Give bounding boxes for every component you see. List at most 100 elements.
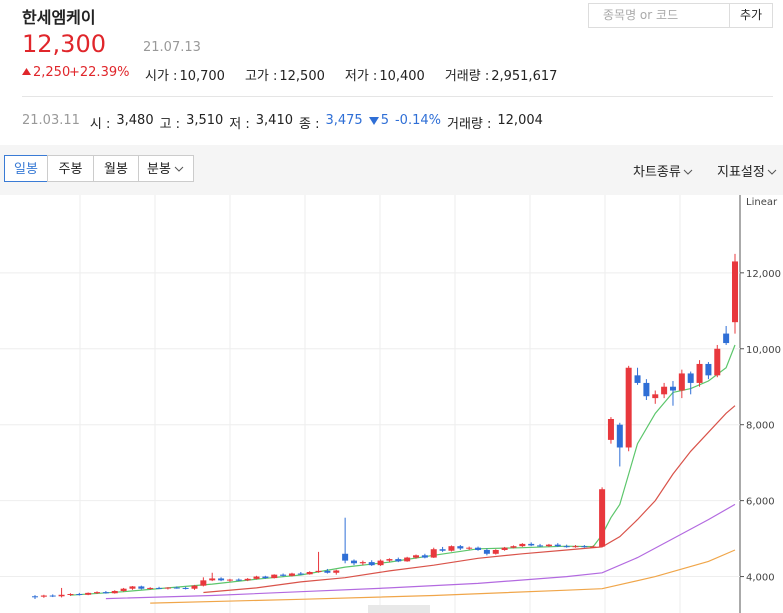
- label: 고 :: [159, 117, 181, 132]
- candle-body: [94, 592, 101, 594]
- value: 3,510: [186, 113, 224, 128]
- candle-body: [643, 382, 650, 397]
- change: 2,250: [33, 65, 71, 80]
- candle-body: [218, 578, 225, 581]
- candle-body: [342, 553, 349, 561]
- chevron: [683, 169, 693, 175]
- ma-line: [150, 549, 736, 604]
- candle-body: [350, 560, 357, 564]
- candle-body: [669, 386, 676, 391]
- tab[interactable]: 분봉: [138, 155, 194, 182]
- chevron: [767, 169, 777, 175]
- candle-body: [457, 546, 464, 549]
- candle-body: [404, 557, 411, 562]
- label: 시 :: [89, 117, 111, 132]
- candle-body: [262, 576, 269, 579]
- candle-body: [120, 588, 127, 591]
- candle-body: [607, 418, 614, 440]
- candle-body: [528, 543, 535, 546]
- detail-change: 5: [380, 113, 389, 128]
- chart: Linear 4,000 6,000 8,000 10,000 12,000: [0, 195, 781, 613]
- candle-body: [182, 587, 189, 589]
- chevron: [174, 166, 184, 172]
- candle-body: [545, 544, 552, 547]
- menu[interactable]: 차트종류: [633, 161, 693, 180]
- up-icon: [22, 68, 31, 75]
- candle-body: [156, 587, 163, 589]
- candle-body: [209, 578, 216, 581]
- quote-label: 거래량 :: [444, 69, 490, 84]
- candle-body: [173, 587, 180, 589]
- candle-body: [191, 585, 198, 589]
- candle-body: [76, 594, 83, 596]
- quotes: 시가 :10,700 고가 :12,500 저가 :10,400 거래량 :2,951…: [145, 65, 557, 84]
- candle-body: [652, 394, 659, 399]
- detail-row: 21.03.11 시 : 3,480 고 : 3,510 저 : 3,410 종 : 3…: [22, 113, 543, 132]
- candle-body: [590, 546, 597, 548]
- candle-body: [519, 543, 526, 547]
- candle-body: [439, 549, 446, 551]
- tab[interactable]: 월봉: [93, 155, 139, 182]
- value: 3,480: [116, 113, 154, 128]
- candle-body: [732, 261, 738, 323]
- tab[interactable]: 주봉: [47, 155, 94, 182]
- candle-body: [280, 574, 287, 576]
- value: 12,004: [497, 113, 543, 128]
- tab[interactable]: 일봉: [4, 155, 48, 182]
- ma-line: [105, 503, 736, 600]
- candle-body: [554, 544, 561, 547]
- candle-body: [687, 373, 694, 383]
- quote-value: 12,500: [279, 69, 325, 84]
- quote-value: 10,700: [179, 69, 225, 84]
- candle-body: [111, 590, 118, 594]
- label: 거래량 :: [446, 117, 492, 132]
- menu-label: 차트종류: [633, 165, 681, 180]
- candle-body: [448, 546, 455, 551]
- add-button[interactable]: 추가: [729, 3, 773, 28]
- quote-label: 시가 :: [145, 69, 178, 84]
- menu[interactable]: 지표설정: [717, 161, 777, 180]
- price: 12,300: [22, 30, 106, 58]
- quote: 시가 :10,700: [145, 65, 225, 84]
- candle-body: [430, 549, 437, 558]
- candle-body: [32, 596, 38, 598]
- tab-label: 분봉: [147, 162, 171, 177]
- candle-body: [138, 586, 145, 589]
- candle-body: [413, 555, 420, 558]
- candle-body: [421, 555, 428, 558]
- candle-body: [395, 559, 402, 562]
- quote-value: 2,951,617: [491, 69, 558, 84]
- candle-body: [705, 363, 712, 376]
- candle-body: [572, 546, 579, 548]
- candle-body: [49, 595, 56, 597]
- candle-body: [537, 545, 544, 547]
- quote-label: 저가 :: [344, 69, 378, 84]
- candle-body: [253, 576, 260, 579]
- quote: 저가 :10,400: [345, 65, 425, 84]
- ma-line: [203, 405, 736, 594]
- candle-body: [634, 375, 641, 383]
- y-tick-label: 6,000: [746, 497, 775, 508]
- candle-body: [164, 587, 171, 589]
- candle-body: [200, 580, 207, 586]
- candle-body: [625, 367, 632, 448]
- candle-body: [723, 333, 730, 344]
- candle-body: [58, 594, 65, 597]
- candle-body: [147, 587, 154, 589]
- value: 3,410: [255, 113, 293, 128]
- candle-body: [333, 570, 340, 573]
- candle-body: [475, 547, 482, 550]
- scrollbar[interactable]: [368, 605, 430, 613]
- candle-body: [297, 573, 304, 575]
- candle-body: [324, 570, 331, 573]
- candle-body: [483, 549, 490, 554]
- candle-body: [368, 562, 375, 566]
- candle-body: [661, 386, 668, 395]
- quote: 고가 :12,500: [245, 65, 325, 84]
- candle-body: [271, 574, 278, 579]
- separator: [22, 96, 773, 97]
- search-input[interactable]: 종목명 or 코드: [588, 3, 730, 28]
- value: 3,475: [325, 113, 363, 128]
- stock-name: 한세엠케이: [22, 8, 96, 27]
